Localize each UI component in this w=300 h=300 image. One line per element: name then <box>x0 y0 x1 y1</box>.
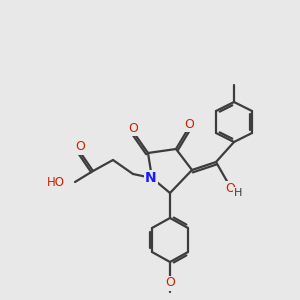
Text: O: O <box>128 122 138 134</box>
Text: H: H <box>234 188 242 198</box>
Text: O: O <box>75 140 85 154</box>
Text: HO: HO <box>47 176 65 188</box>
Text: O: O <box>184 118 194 130</box>
Text: N: N <box>145 171 157 185</box>
Text: O: O <box>225 182 235 194</box>
Text: O: O <box>165 277 175 290</box>
